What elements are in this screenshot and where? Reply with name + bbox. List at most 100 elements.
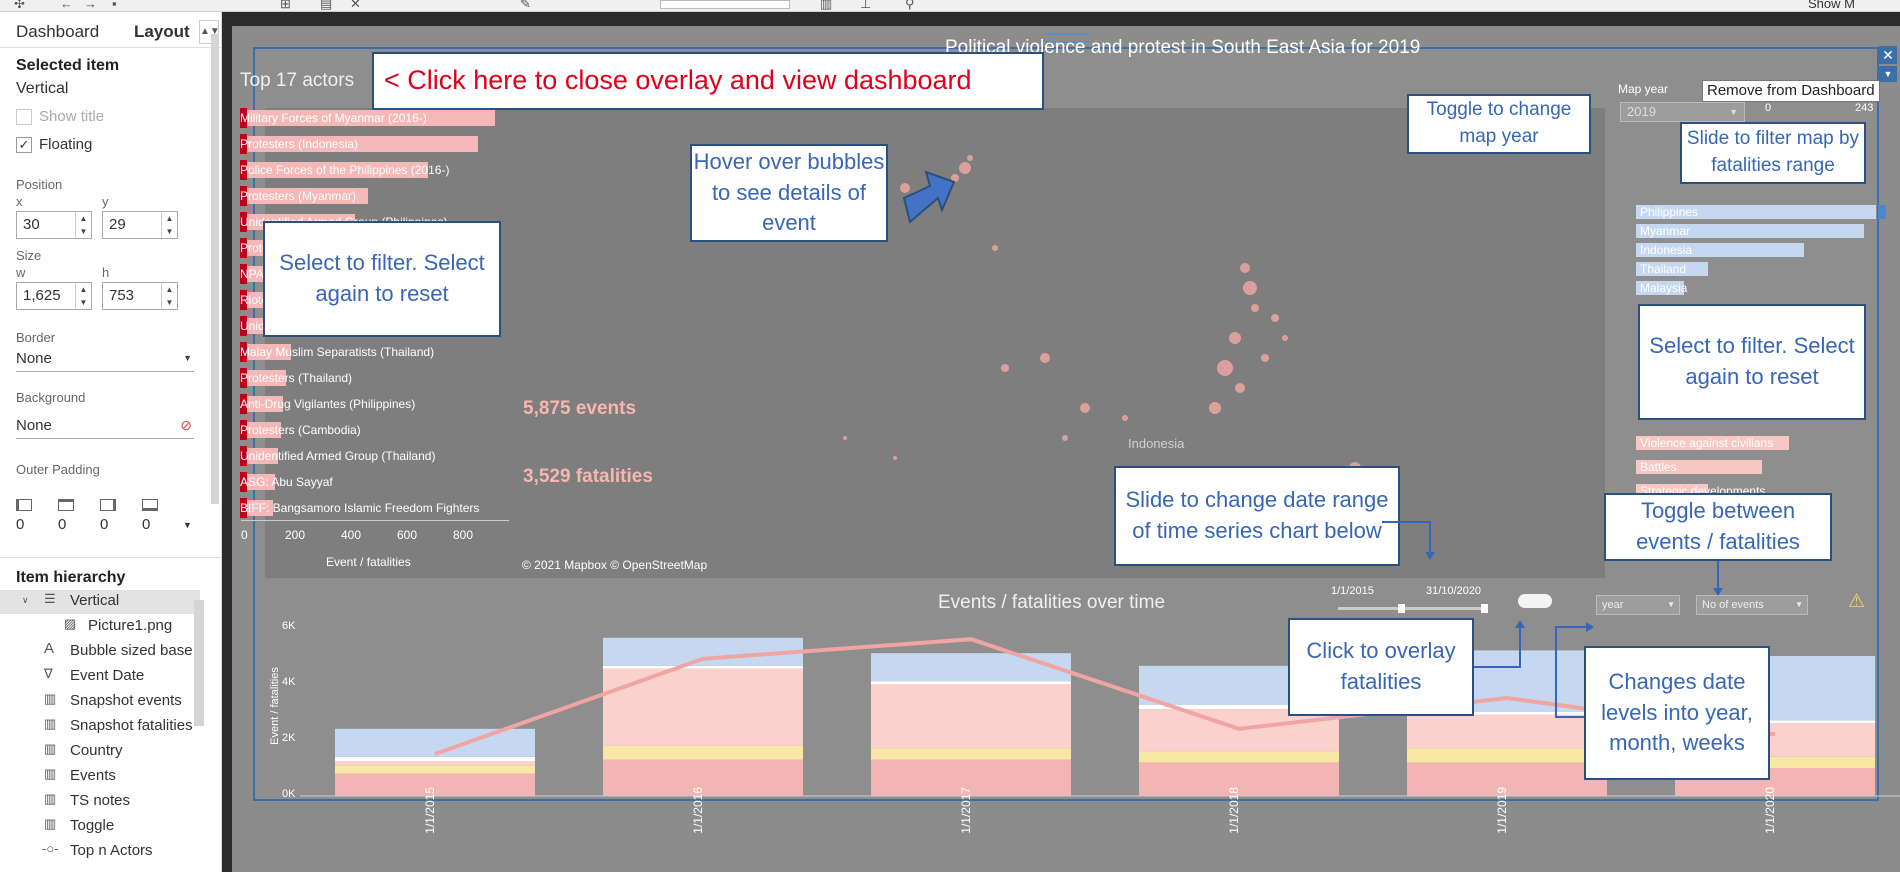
actor-bar-row[interactable]: Protesters (Thailand): [240, 368, 510, 388]
toolbar-search-field[interactable]: [660, 0, 790, 9]
new-datasource-icon[interactable]: ⊞: [280, 0, 291, 11]
tab-layout[interactable]: Layout: [134, 22, 190, 41]
actor-bar-row[interactable]: ASG: Abu Sayyaf: [240, 472, 510, 492]
pane-menu-icon[interactable]: ▲▼: [199, 20, 220, 44]
actor-bar-row[interactable]: BIFF: Bangsamoro Islamic Freedom Fighter…: [240, 498, 510, 518]
slider-handle[interactable]: [1398, 604, 1405, 613]
event-bubble[interactable]: [1282, 335, 1288, 341]
timeseries-bar-segment[interactable]: [1407, 762, 1607, 796]
timeseries-bar-segment[interactable]: [335, 756, 535, 761]
floating-checkbox[interactable]: ✓: [16, 137, 32, 153]
event-bubble[interactable]: [1040, 353, 1050, 363]
forward-icon[interactable]: →: [84, 0, 97, 11]
date-level-dropdown[interactable]: year ▼: [1596, 595, 1680, 615]
actor-bar[interactable]: [247, 344, 291, 360]
tree-item-country[interactable]: ▥ Country: [0, 740, 200, 764]
actor-bar-row[interactable]: Protesters (Cambodia): [240, 420, 510, 440]
back-icon[interactable]: ←: [60, 0, 73, 11]
close-icon[interactable]: ✕: [1879, 46, 1897, 64]
timeseries-bar-segment[interactable]: [1139, 751, 1339, 763]
chart-icon[interactable]: ▥: [820, 0, 833, 11]
tree-item-text[interactable]: A Bubble sized base: [0, 640, 200, 664]
actor-bar[interactable]: [247, 448, 278, 464]
timeseries-bar-segment[interactable]: [335, 773, 535, 796]
tree-item-snapshot-fatalities[interactable]: ▥ Snapshot fatalities: [0, 715, 200, 739]
pad-left-icon[interactable]: [16, 499, 32, 511]
timeseries-bar-segment[interactable]: [1139, 705, 1339, 710]
timeseries-bar-segment[interactable]: [603, 745, 803, 760]
timeseries-bar-segment[interactable]: [603, 759, 803, 796]
tree-item-snapshot-events[interactable]: ▥ Snapshot events: [0, 690, 200, 714]
y-position-input[interactable]: 29 ▲ ▼: [102, 211, 178, 239]
country-bar[interactable]: [1636, 243, 1804, 257]
tree-item-toggle[interactable]: ▥ Toggle: [0, 815, 200, 839]
drag-handle-icon[interactable]: [1045, 33, 1089, 43]
background-dropdown[interactable]: None ⊘: [16, 417, 194, 439]
timeseries-bar-segment[interactable]: [335, 761, 535, 766]
show-me-button[interactable]: Show M: [1808, 0, 1855, 11]
timeseries-bar-segment[interactable]: [1407, 712, 1607, 715]
slider-handle[interactable]: [1481, 604, 1488, 613]
height-input[interactable]: 753 ▲ ▼: [102, 282, 178, 310]
timeseries-bar-segment[interactable]: [335, 765, 535, 774]
actor-bar[interactable]: [247, 136, 478, 152]
event-bubble[interactable]: [1240, 263, 1250, 273]
hierarchy-scrollbar[interactable]: [194, 600, 204, 726]
timeseries-bar-segment[interactable]: [1407, 748, 1607, 763]
actor-bar-row[interactable]: Police Forces of the Philippines (2016-): [240, 160, 510, 180]
pad-bottom-icon[interactable]: [142, 499, 158, 511]
event-bubble[interactable]: [843, 436, 847, 440]
timeseries-bar-segment[interactable]: [871, 653, 1071, 682]
tableau-logo-icon[interactable]: ✣: [14, 0, 25, 11]
duplicate-icon[interactable]: ▤: [320, 0, 333, 11]
tree-item-ts-notes[interactable]: ▥ TS notes: [0, 790, 200, 814]
no-color-icon[interactable]: ⊘: [180, 417, 192, 433]
timeseries-bar-segment[interactable]: [871, 684, 1071, 749]
actor-bar-row[interactable]: Anti-Drug Vigilantes (Philippines): [240, 394, 510, 414]
actor-bar[interactable]: [247, 474, 276, 490]
warning-icon[interactable]: ⚠: [1848, 591, 1866, 612]
country-bar[interactable]: [1636, 205, 1876, 219]
width-input[interactable]: 1,625 ▲ ▼: [16, 282, 92, 310]
event-bubble[interactable]: [967, 155, 973, 161]
timeseries-bar-segment[interactable]: [1407, 714, 1607, 749]
actor-bar[interactable]: [247, 110, 495, 126]
chevron-down-icon[interactable]: ∨: [22, 595, 29, 605]
actor-bar[interactable]: [247, 162, 428, 178]
actor-bar[interactable]: [247, 422, 281, 438]
timeseries-bar-segment[interactable]: [603, 637, 803, 666]
event-bubble[interactable]: [959, 162, 971, 174]
timeseries-bar-segment[interactable]: [871, 748, 1071, 760]
event-bubble[interactable]: [1229, 332, 1241, 344]
overlay-fatalities-toggle[interactable]: [1518, 594, 1552, 608]
actor-bar[interactable]: [247, 370, 286, 386]
timeseries-bar-segment[interactable]: [1675, 720, 1875, 724]
event-bubble[interactable]: [1062, 435, 1068, 441]
event-bubble[interactable]: [1261, 354, 1269, 362]
pane-divider[interactable]: [0, 557, 222, 558]
measure-dropdown[interactable]: No of events ▼: [1696, 595, 1808, 615]
fatalities-line[interactable]: [434, 637, 1776, 756]
event-bubble[interactable]: [1251, 304, 1259, 312]
actor-bar-row[interactable]: Protesters (Myanmar): [240, 186, 510, 206]
country-bar[interactable]: [1636, 224, 1864, 238]
event-type-bar[interactable]: [1636, 436, 1789, 450]
event-type-bar[interactable]: [1636, 460, 1762, 474]
actor-bar-row[interactable]: Military Forces of Myanmar (2016-): [240, 108, 510, 128]
event-bubble[interactable]: [1122, 415, 1128, 421]
timeseries-bar-segment[interactable]: [603, 668, 803, 746]
x-position-input[interactable]: 30 ▲ ▼: [16, 211, 92, 239]
pin-icon[interactable]: ⊥: [860, 0, 872, 11]
country-bar[interactable]: [1636, 262, 1708, 276]
timeseries-bar-segment[interactable]: [1675, 756, 1875, 768]
actor-bar[interactable]: [247, 500, 273, 516]
y-stepper-icon[interactable]: ▲ ▼: [161, 212, 177, 238]
tree-item-picture[interactable]: ▨ Picture1.png: [0, 615, 200, 639]
pad-top-icon[interactable]: [58, 499, 74, 511]
show-title-checkbox[interactable]: [16, 109, 32, 125]
actor-bar-row[interactable]: Malay Muslim Separatists (Thailand): [240, 342, 510, 362]
close-overlay-note[interactable]: < Click here to close overlay and view d…: [372, 52, 1044, 110]
timeseries-bar-segment[interactable]: [871, 759, 1071, 796]
actor-bar[interactable]: [247, 188, 369, 204]
timeseries-bar-segment[interactable]: [603, 665, 803, 669]
